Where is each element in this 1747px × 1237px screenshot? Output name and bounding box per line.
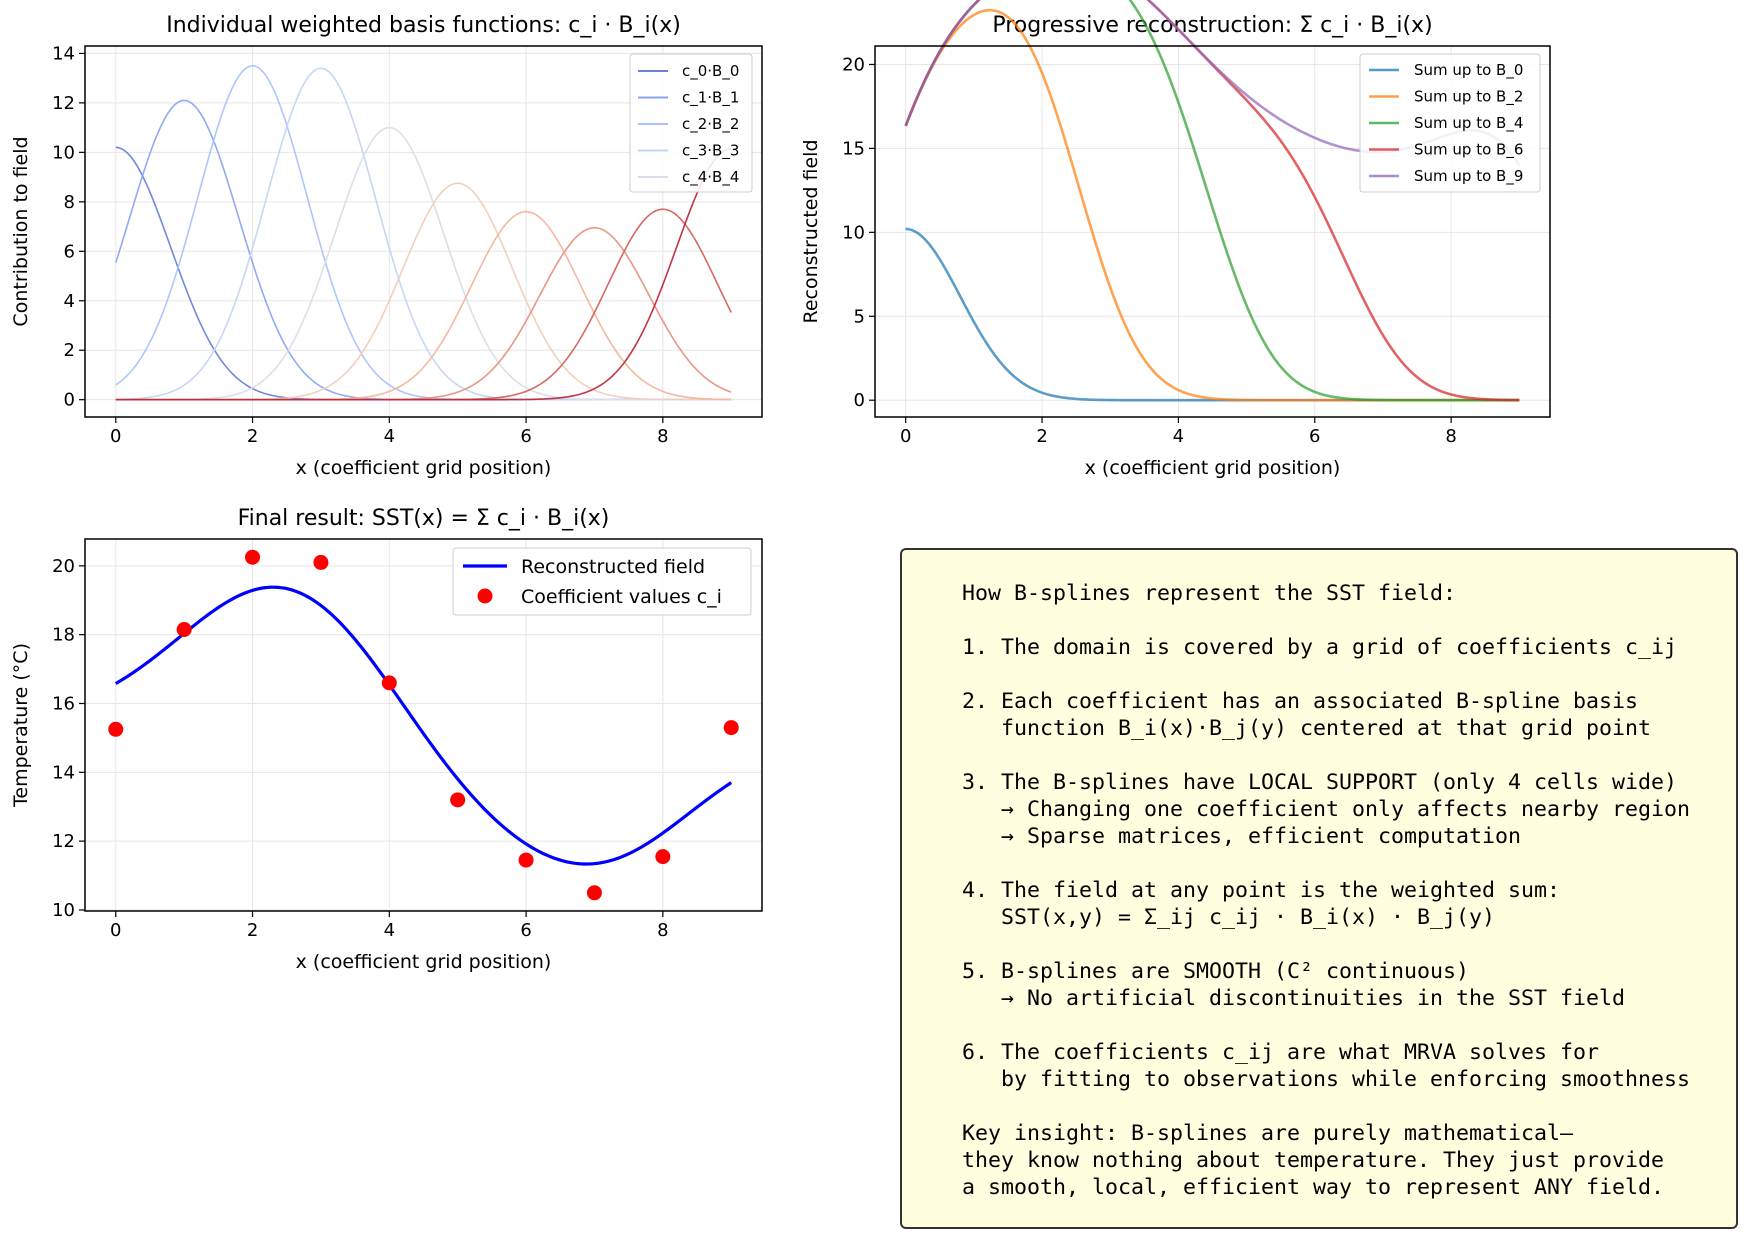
plot-frame (84, 45, 763, 418)
coefficient-point-5 (450, 792, 466, 808)
y-tick-label: 20 (842, 54, 865, 75)
legend-box (452, 547, 752, 616)
y-tick-label: 12 (52, 831, 75, 852)
reconstructed-field-line (114, 585, 733, 866)
coefficient-point-1 (176, 622, 192, 638)
x-tick-label: 4 (384, 426, 395, 447)
plot-frame (84, 538, 763, 912)
y-tick-label: 6 (64, 241, 75, 262)
plot-frame (874, 45, 1551, 418)
coefficient-point-3 (313, 554, 329, 570)
y-tick-label: 14 (52, 762, 75, 783)
legend-label: Reconstructed field (521, 556, 705, 578)
legend-label: Sum up to B_9 (1414, 167, 1523, 186)
legend-label: c_0·B_0 (682, 62, 739, 81)
x-axis-label: x (coefficient grid position) (296, 457, 552, 479)
chart-3: 0 2 4 6 8 10 12 14 16 18 20 Final result: SST(x) = … (10, 506, 763, 973)
coefficient-point-7 (586, 885, 602, 901)
legend-box (1359, 53, 1541, 193)
legend-label: Sum up to B_2 (1414, 88, 1523, 107)
coefficient-point-8 (655, 849, 671, 865)
legend-label: Coefficient values c_i (521, 586, 722, 608)
coefficient-point-9 (723, 720, 739, 736)
series-group (115, 65, 732, 401)
basis-curve-9 (115, 147, 732, 401)
x-tick-label: 8 (1445, 426, 1456, 447)
y-tick-label: 5 (854, 306, 865, 327)
y-tick-label: 0 (64, 390, 75, 411)
series-line-2 (904, 0, 1520, 402)
y-tick-label: 20 (52, 556, 75, 577)
coefficient-point-4 (381, 675, 397, 691)
coefficient-point-0 (108, 721, 124, 737)
x-axis-label: x (coefficient grid position) (1085, 457, 1341, 479)
chart-1: 0 2 4 6 8 0 2 4 6 8 10 12 14 Individual weighted basi… (10, 13, 763, 479)
y-tick-label: 10 (842, 222, 865, 243)
x-tick-label: 6 (520, 426, 531, 447)
legend-box (629, 53, 753, 193)
y-tick-label: 10 (52, 900, 75, 921)
legend-label: Sum up to B_0 (1414, 61, 1523, 80)
y-tick-label: 8 (64, 192, 75, 213)
y-tick-label: 0 (854, 390, 865, 411)
chart-title: Final result: SST(x) = Σ c_i · B_i(x) (238, 506, 610, 531)
x-tick-label: 0 (900, 426, 911, 447)
legend: Sum up to B_0 Sum up to B_2 Sum up to B_4 S… (1359, 53, 1541, 193)
legend: Reconstructed field Coefficient values c_… (452, 547, 752, 616)
x-tick-label: 2 (247, 920, 258, 941)
x-tick-label: 6 (1309, 426, 1320, 447)
x-tick-label: 6 (520, 920, 531, 941)
y-axis-label: Reconstructed field (800, 139, 822, 323)
y-tick-label: 2 (64, 340, 75, 361)
x-tick-label: 0 (110, 920, 121, 941)
y-tick-label: 15 (842, 138, 865, 159)
x-tick-label: 8 (657, 426, 668, 447)
y-tick-label: 12 (52, 93, 75, 114)
legend-label: c_2·B_2 (682, 115, 739, 134)
explanation-panel: How B-splines represent the SST field: 1… (900, 548, 1738, 1229)
explanation-text: How B-splines represent the SST field: 1… (962, 581, 1691, 1200)
y-tick-label: 4 (64, 291, 75, 312)
legend-label: c_4·B_4 (682, 168, 739, 187)
y-tick-label: 10 (52, 142, 75, 163)
legend-label: Sum up to B_6 (1414, 141, 1523, 160)
legend-label: c_1·B_1 (682, 89, 739, 108)
coefficient-point-2 (245, 549, 261, 565)
x-tick-label: 0 (110, 426, 121, 447)
legend: c_0·B_0 c_1·B_1 c_2·B_2 c_3·B_3 c_4·B_4 (629, 53, 753, 193)
legend-label: Sum up to B_4 (1414, 114, 1523, 133)
legend-label: c_3·B_3 (682, 142, 739, 161)
legend-marker (477, 588, 493, 604)
y-tick-label: 18 (52, 625, 75, 646)
chart-title: Progressive reconstruction: Σ c_i · B_i(… (992, 13, 1432, 38)
chart-title: Individual weighted basis functions: c_i… (166, 13, 681, 38)
y-axis-label: Contribution to field (10, 136, 32, 326)
basis-curve-4 (115, 126, 732, 401)
series-group (108, 549, 739, 901)
coefficient-point-6 (518, 852, 534, 868)
chart-2: 0 2 4 6 8 0 5 10 15 20 Progressive reconstruction:… (800, 0, 1551, 479)
x-tick-label: 2 (247, 426, 258, 447)
y-tick-label: 16 (52, 693, 75, 714)
x-axis-label: x (coefficient grid position) (296, 951, 552, 973)
x-tick-label: 8 (657, 920, 668, 941)
x-tick-label: 4 (384, 920, 395, 941)
y-tick-label: 14 (52, 43, 75, 64)
x-tick-label: 2 (1036, 426, 1047, 447)
x-tick-label: 4 (1173, 426, 1184, 447)
y-axis-label: Temperature (°C) (10, 643, 32, 808)
